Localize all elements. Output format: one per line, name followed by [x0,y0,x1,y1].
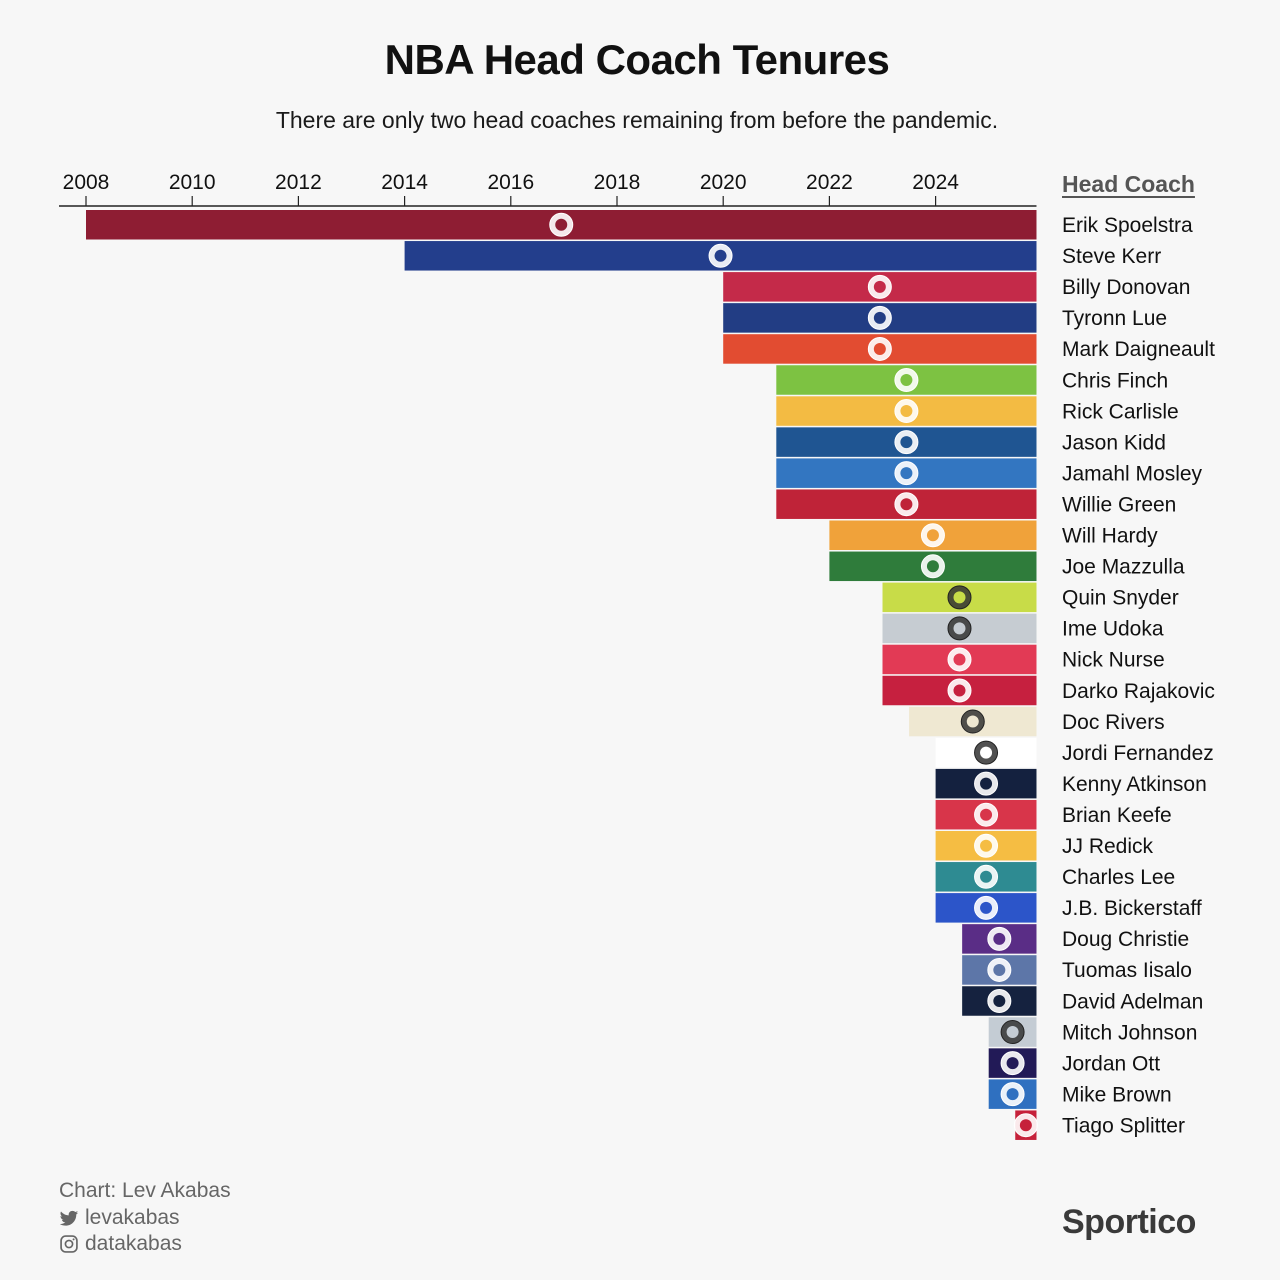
coach-label: Billy Donovan [1062,276,1190,299]
coach-label: Nick Nurse [1062,649,1165,672]
x-tick-label: 2018 [594,171,641,194]
x-tick-label: 2020 [700,171,747,194]
chart-subtitle: There are only two head coaches remainin… [275,107,999,133]
coach-label: Jason Kidd [1062,431,1166,454]
bucks-logo-icon-center [966,715,979,728]
mavericks-logo-icon-center [900,436,913,449]
bars-group [86,210,1038,1140]
coach-label: Doug Christie [1062,928,1189,951]
coach-label: Mike Brown [1062,1083,1172,1106]
coach-label: Tuomas Iisalo [1062,959,1192,982]
credit-twitter-handle: levakabas [85,1205,180,1229]
credit-twitter: levakabas [59,1205,231,1232]
x-tick-label: 2012 [275,171,322,194]
tenure-bar-chart: 2008 2010 2012 2014 2016 2018 2020 2022 2024 Hea… [59,171,1215,1140]
coach-label: Jordi Fernandez [1062,742,1214,765]
credits: Chart: Lev Akabas levakabas datakabas [59,1178,231,1258]
coach-label: Tiago Splitter [1062,1114,1185,1137]
nets-logo-icon-center [980,746,993,759]
credit-instagram-handle: datakabas [85,1232,182,1255]
coach-label: Tyronn Lue [1062,307,1167,330]
coach-label: David Adelman [1062,990,1203,1013]
knicks-logo-icon-center [1006,1088,1019,1101]
nuggets-logo-icon-center [993,995,1006,1007]
legend-header: Head Coach [1062,171,1195,197]
x-tick-label: 2008 [63,171,110,194]
x-tick-label: 2010 [169,171,216,194]
coach-label: Quin Snyder [1062,587,1179,610]
raptors-logo-icon-center [953,684,966,697]
coach-label: Ime Udoka [1062,618,1164,641]
coach-label: Willie Green [1062,493,1176,516]
grizzlies-logo-icon-center [993,963,1006,976]
timberwolves-logo-icon-center [900,374,913,386]
bulls-logo-icon-center [873,280,886,293]
credit-chart-by: Chart: Lev Akabas [59,1178,231,1205]
lakers-logo-icon-center [980,839,993,852]
coach-label: Will Hardy [1062,525,1158,548]
instagram-icon [60,1235,78,1253]
cavaliers-logo-icon-center [980,777,993,790]
coach-label: Charles Lee [1062,866,1175,889]
coach-label: J.B. Bickerstaff [1062,897,1202,920]
coach-label: Kenny Atkinson [1062,773,1207,796]
x-tick-label: 2022 [806,171,853,194]
x-tick-label: 2024 [912,171,959,194]
credit-chart-by-text: Chart: Lev Akabas [59,1179,231,1202]
heat-logo-icon-center [555,218,568,231]
x-axis: 2008 2010 2012 2014 2016 2018 2020 2022 2024 [59,171,1037,207]
coach-label: Mitch Johnson [1062,1021,1197,1044]
jazz-logo-icon-center [926,529,939,542]
x-tick-label: 2014 [381,171,428,194]
pacers-logo-icon-center [900,405,913,418]
coach-label: Jamahl Mosley [1062,462,1203,485]
pistons-logo-icon-center [980,901,993,914]
spurs-logo-icon-center [1006,1026,1019,1039]
hawks-logo-icon-center [953,591,966,604]
x-tick-label: 2016 [487,171,534,194]
twitter-icon [59,1210,79,1226]
rockets-logo-icon-center [953,622,966,635]
clippers-logo-icon-center [873,311,886,324]
coach-label: Jordan Ott [1062,1052,1160,1075]
wizards-logo-icon-center [980,808,993,821]
coach-label: JJ Redick [1062,835,1154,858]
thunder-logo-icon-center [873,342,886,355]
magic-logo-icon-center [900,467,913,480]
76ers-logo-icon-center [953,653,966,666]
coach-labels: Head Coach Erik Spoelstra Steve Kerr Billy … [1062,171,1215,1137]
credit-instagram: datakabas [59,1231,231,1258]
coach-label: Rick Carlisle [1062,400,1179,423]
coach-label: Darko Rajakovic [1062,680,1215,703]
pelicans-logo-icon-center [900,498,913,511]
coach-label: Doc Rivers [1062,711,1165,734]
chart-title: NBA Head Coach Tenures [384,36,890,83]
celtics-logo-icon-center [926,560,939,573]
kings-logo-icon-center [993,932,1006,945]
coach-label: Steve Kerr [1062,245,1161,268]
hornets-logo-icon-center [980,870,993,883]
coach-label: Brian Keefe [1062,804,1172,827]
coach-label: Joe Mazzulla [1062,556,1185,579]
warriors-logo-icon-center [714,249,727,262]
blazers-logo-icon-center [1019,1119,1032,1132]
suns-logo-icon-center [1006,1057,1019,1070]
sportico-logo: Sportico [1062,1203,1196,1241]
coach-label: Erik Spoelstra [1062,214,1193,237]
coach-label: Mark Daigneault [1062,338,1215,361]
coach-label: Chris Finch [1062,369,1168,392]
